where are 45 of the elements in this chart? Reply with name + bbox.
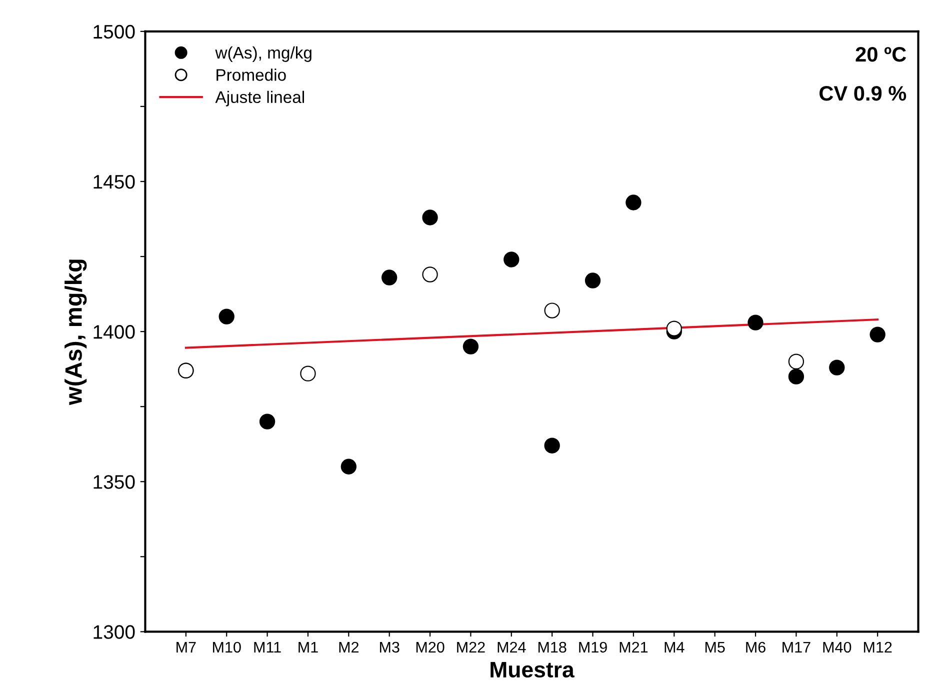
- legend-label: w(As), mg/kg: [215, 46, 312, 62]
- x-tick-label: M22: [457, 642, 485, 652]
- x-tick-label: M4: [664, 642, 684, 652]
- x-tick-label: M11: [254, 642, 281, 652]
- point: [788, 368, 804, 384]
- point: [259, 414, 276, 430]
- y-tick-label: 1400: [94, 325, 135, 339]
- legend-label: Promedio: [216, 68, 286, 81]
- x-tick-label: M24: [498, 642, 526, 652]
- point: [748, 314, 764, 330]
- legend-label: Ajuste lineal: [215, 90, 304, 106]
- x-tick-label: M20: [416, 642, 444, 653]
- x-tick-label: M2: [339, 642, 359, 652]
- x-tick-label: M12: [864, 642, 892, 652]
- y-tick-label: 1450: [94, 174, 135, 189]
- y-axis-title: w(As), mg/kg: [64, 260, 87, 406]
- x-tick-label: M10: [213, 642, 241, 653]
- point: [422, 210, 438, 226]
- point: [544, 438, 560, 454]
- point: [218, 308, 234, 324]
- x-tick-label: M40: [823, 642, 852, 653]
- x-tick-label: M6: [746, 642, 766, 653]
- x-tick-label: M7: [176, 642, 196, 652]
- x-axis-title: Muestra: [490, 662, 574, 678]
- y-tick-label: 1300: [94, 625, 135, 639]
- x-tick-label: M21: [620, 642, 648, 652]
- point: [626, 194, 642, 210]
- x-tick-label: M18: [538, 642, 566, 653]
- y-tick-label: 1350: [94, 475, 135, 489]
- annotation: CV 0.9 %: [820, 86, 906, 101]
- x-tick-label: M17: [782, 642, 810, 652]
- point: [870, 326, 886, 342]
- y-tick-label: 1500: [94, 24, 135, 39]
- point: [504, 252, 520, 268]
- point: [462, 338, 479, 354]
- point: [584, 272, 601, 288]
- point: [382, 270, 398, 286]
- annotation: 20 ºC: [856, 46, 906, 62]
- x-tick-label: M1: [298, 642, 318, 652]
- x-tick-label: M5: [705, 642, 725, 653]
- x-tick-label: M3: [380, 642, 400, 653]
- point: [666, 320, 682, 336]
- x-tick-label: M19: [579, 642, 607, 653]
- point: [340, 458, 356, 474]
- point: [829, 360, 845, 376]
